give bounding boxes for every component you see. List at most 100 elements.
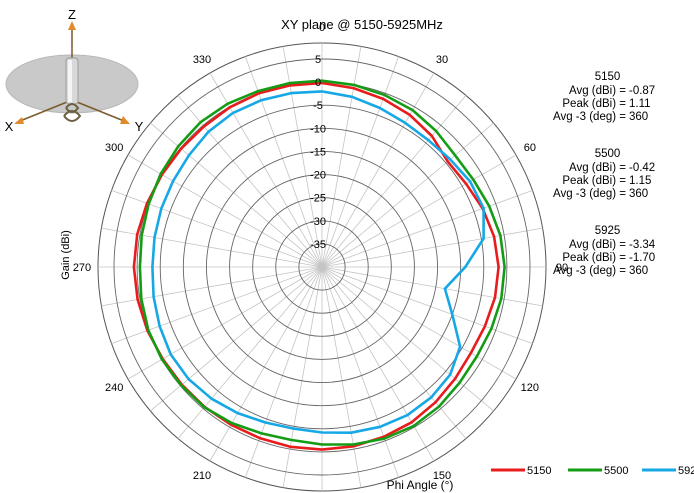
grid-ring <box>136 81 508 453</box>
r-tick-label: -30 <box>310 216 326 228</box>
stats-avg-value: -3.34 <box>628 239 656 251</box>
stats-beam-value: 360 <box>628 111 649 123</box>
stats-beam-label: Avg -3 (deg) = <box>553 265 626 277</box>
y-axis-label: Y <box>135 119 144 134</box>
grid-spoke <box>321 266 517 380</box>
stats-beam-label: Avg -3 (deg) = <box>553 111 626 123</box>
grid-spoke <box>150 122 323 268</box>
angle-axis-label: Phi Angle (°) <box>387 478 454 492</box>
series-line-5925 <box>151 90 485 435</box>
grid-ring <box>275 220 369 314</box>
y-axis-line <box>71 99 125 122</box>
legend-label-5500: 5500 <box>604 465 628 477</box>
stats-peak-label: Peak (dBi) = <box>562 175 626 187</box>
grid-spoke <box>321 266 543 307</box>
r-tick-label: -35 <box>310 239 326 251</box>
grid-spoke <box>209 266 323 462</box>
stats-block-5150: 5150 Avg (dBi) = -0.87 Peak (dBi) = 1.11 A… <box>553 71 662 124</box>
grid-spoke <box>321 266 362 488</box>
grid-spoke <box>321 56 399 268</box>
grid-spoke <box>321 154 517 268</box>
angle-tick-label: 300 <box>105 142 123 154</box>
z-arrow-icon <box>68 21 76 30</box>
grid-spoke <box>282 266 323 488</box>
r-axis-label: Gain (dBi) <box>60 230 72 280</box>
r-tick-label: -15 <box>310 146 326 158</box>
grid-spoke <box>321 122 494 268</box>
stats-peak-label: Peak (dBi) = <box>562 252 626 264</box>
grid-spoke <box>209 72 323 268</box>
grid-spoke <box>127 266 323 380</box>
stats-peak-value: 1.11 <box>628 98 651 110</box>
stats-block-5500: 5500 Avg (dBi) = -0.42 Peak (dBi) = 1.15 A… <box>553 148 662 201</box>
r-tick-label: -10 <box>310 123 326 135</box>
grid-spoke <box>321 46 362 268</box>
grid-spoke <box>321 72 435 268</box>
angle-tick-label: 30 <box>436 54 448 66</box>
stats-avg-value: -0.87 <box>628 85 656 97</box>
stats-peak-value: -1.70 <box>628 252 656 264</box>
series-line-5500 <box>138 79 506 446</box>
grid-spoke <box>177 95 323 268</box>
r-tick-label: -5 <box>313 100 323 112</box>
stats-peak-value: 1.15 <box>628 175 652 187</box>
polar-labels: 50-5-10-15-20-25-30-35030609012015018021… <box>73 22 568 482</box>
stats-block-5925: 5925 Avg (dBi) = -3.34 Peak (dBi) = -1.70 … <box>553 225 662 278</box>
stats-avg-value: -0.42 <box>628 162 656 174</box>
grid-ring <box>229 174 415 360</box>
x-axis-label: X <box>5 119 14 134</box>
grid-ring <box>298 243 346 291</box>
angle-tick-label: 60 <box>524 142 536 154</box>
stats-freq: 5925 <box>594 225 621 237</box>
grid-ring <box>159 104 485 430</box>
angle-tick-label: 240 <box>105 382 123 394</box>
x-axis-line <box>19 99 73 122</box>
antenna-connector-icon <box>63 103 82 122</box>
grid-spoke <box>321 266 494 412</box>
grid-spoke <box>177 266 323 439</box>
stats-avg-label: Avg (dBi) = <box>568 239 626 251</box>
polar-series <box>132 79 506 451</box>
grid-ring <box>252 197 392 337</box>
z-axis-label: Z <box>68 7 76 22</box>
grid-spoke <box>321 227 543 268</box>
grid-ring <box>205 150 439 384</box>
r-tick-label: 0 <box>315 77 321 89</box>
grid-spoke <box>321 266 399 478</box>
grid-spoke <box>321 266 467 439</box>
r-tick-label: -25 <box>310 193 326 205</box>
angle-tick-label: 0 <box>319 22 325 34</box>
angle-tick-label: 150 <box>433 470 451 482</box>
angle-tick-label: 270 <box>73 262 91 274</box>
stats-beam-value: 360 <box>628 188 649 200</box>
series-line-5150 <box>132 81 500 451</box>
angle-tick-label: 210 <box>193 470 211 482</box>
grid-spoke <box>321 95 467 268</box>
grid-spoke <box>150 266 323 412</box>
stats-avg-label: Avg (dBi) = <box>568 162 626 174</box>
grid-spoke <box>321 266 435 462</box>
grid-spoke <box>321 190 533 268</box>
stats-avg-label: Avg (dBi) = <box>568 85 626 97</box>
grid-ring <box>113 58 531 476</box>
legend: 5150 5500 5925 <box>491 465 694 477</box>
angle-tick-label: 90 <box>556 262 568 274</box>
grid-spoke <box>245 266 323 478</box>
stats-beam-label: Avg -3 (deg) = <box>553 188 626 200</box>
y-arrow-icon <box>120 116 130 124</box>
stats-beam-value: 360 <box>628 265 649 277</box>
angle-tick-label: 330 <box>193 54 211 66</box>
chart-title: XY plane @ 5150-5925MHz <box>281 17 443 32</box>
orientation-icon: Z X Y <box>5 7 144 134</box>
stats-peak-label: Peak (dBi) = <box>562 98 626 110</box>
grid-spoke <box>321 266 533 344</box>
x-arrow-icon <box>14 117 24 124</box>
r-tick-label: -20 <box>310 170 326 182</box>
stats-freq: 5500 <box>594 148 621 160</box>
antenna-highlight <box>68 60 72 102</box>
legend-label-5925: 5925 <box>678 465 694 477</box>
stats-freq: 5150 <box>594 71 621 83</box>
angle-tick-label: 120 <box>521 382 539 394</box>
legend-label-5150: 5150 <box>527 465 551 477</box>
